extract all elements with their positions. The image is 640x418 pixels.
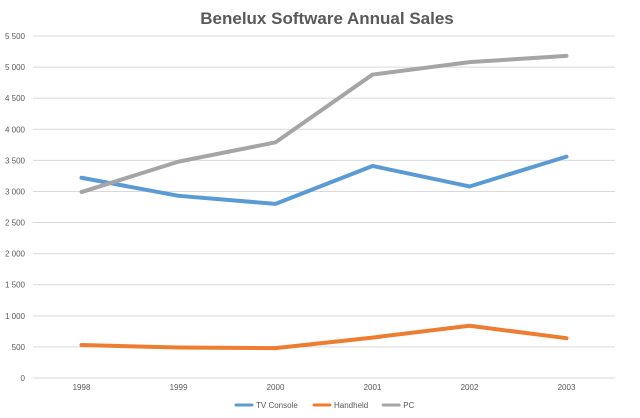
x-tick-label: 2001 <box>364 383 382 392</box>
y-tick-label: 5 500 <box>5 32 26 41</box>
data-point-tv-console <box>274 202 278 206</box>
series-line-pc <box>79 53 569 195</box>
series-line-handheld <box>79 323 569 351</box>
data-point-handheld <box>371 336 375 340</box>
chart-title: Benelux Software Annual Sales <box>200 9 454 28</box>
data-point-pc <box>565 54 569 58</box>
y-tick-label: 4 000 <box>5 125 26 134</box>
y-tick-label: 2 500 <box>5 219 26 228</box>
y-tick-label: 3 500 <box>5 156 26 165</box>
data-point-tv-console <box>80 176 84 180</box>
data-point-handheld <box>80 343 84 347</box>
series-lines <box>79 53 569 351</box>
data-point-tv-console <box>371 164 375 168</box>
y-tick-label: 4 500 <box>5 94 26 103</box>
legend-label-tv-console: TV Console <box>256 401 298 410</box>
y-tick-label: 1 500 <box>5 281 26 290</box>
y-tick-label: 3 000 <box>5 187 26 196</box>
data-point-tv-console <box>468 184 472 188</box>
x-tick-label: 1998 <box>73 383 91 392</box>
data-point-pc <box>371 73 375 77</box>
x-tick-label: 2000 <box>267 383 285 392</box>
data-point-pc <box>274 140 278 144</box>
gridlines <box>33 35 615 379</box>
data-point-pc <box>468 60 472 64</box>
y-tick-label: 2 000 <box>5 250 26 259</box>
series-line-tv-console <box>79 154 569 206</box>
data-point-handheld <box>177 346 181 350</box>
y-tick-label: 0 <box>21 374 26 383</box>
data-point-handheld <box>468 324 472 328</box>
data-point-handheld <box>565 336 569 340</box>
y-axis-tick-labels: 0 500 1 000 1 500 2 000 2 500 3 000 3 500 4 000 4… <box>5 32 26 383</box>
data-point-tv-console <box>177 194 181 198</box>
legend: TV Console Handheld PC <box>234 401 415 410</box>
data-point-pc <box>177 160 181 164</box>
x-tick-label: 2003 <box>558 383 576 392</box>
y-tick-label: 5 000 <box>5 63 26 72</box>
x-tick-label: 2002 <box>461 383 479 392</box>
x-tick-label: 1999 <box>170 383 188 392</box>
x-axis-tick-labels: 1998 1999 2000 2001 2002 2003 <box>73 383 576 392</box>
y-tick-label: 500 <box>12 343 26 352</box>
legend-label-handheld: Handheld <box>334 401 368 410</box>
data-point-handheld <box>274 346 278 350</box>
legend-label-pc: PC <box>403 401 414 410</box>
data-point-pc <box>80 190 84 194</box>
y-tick-label: 1 000 <box>5 312 26 321</box>
data-point-tv-console <box>565 155 569 159</box>
